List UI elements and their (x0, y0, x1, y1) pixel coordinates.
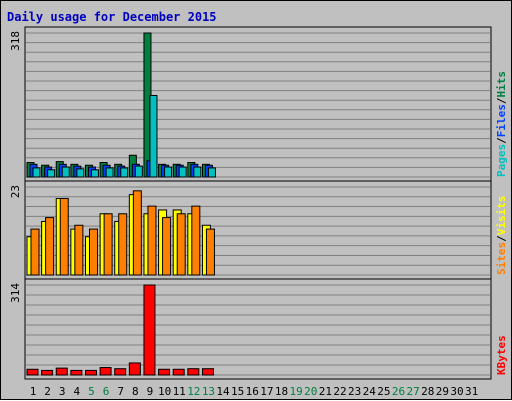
x-tick-label-day-13: 13 (202, 385, 215, 398)
legend-kbytes: KBytes (495, 335, 508, 375)
x-tick-label-day-3: 3 (59, 385, 66, 398)
x-tick-label-day-7: 7 (117, 385, 124, 398)
legend-separator: / (495, 97, 508, 104)
legend-separator: / (495, 235, 508, 242)
x-tick-label-day-4: 4 (74, 385, 81, 398)
bar-pages-day-9 (149, 94, 158, 178)
x-tick-label-day-8: 8 (132, 385, 139, 398)
bar-sites-day-8 (132, 190, 142, 276)
x-tick-label-day-31: 31 (465, 385, 478, 398)
bar-pages-day-1 (32, 167, 41, 178)
bar-sites-day-13 (205, 228, 215, 276)
bar-kbytes-day-7 (114, 368, 127, 376)
bar-sites-day-4 (74, 224, 84, 276)
bar-pages-day-13 (207, 167, 216, 178)
x-tick-label-day-1: 1 (30, 385, 37, 398)
bar-pages-day-11 (178, 166, 187, 178)
x-tick-label-day-14: 14 (216, 385, 230, 398)
bar-kbytes-day-8 (128, 362, 141, 376)
x-tick-label-day-28: 28 (421, 385, 434, 398)
x-tick-label-day-20: 20 (304, 385, 317, 398)
bar-pages-day-3 (61, 166, 70, 178)
bar-sites-day-5 (88, 228, 98, 276)
x-tick-label-day-19: 19 (290, 385, 303, 398)
x-tick-label-day-16: 16 (246, 385, 259, 398)
bar-kbytes-day-10 (158, 368, 171, 376)
x-tick-label-day-15: 15 (231, 385, 244, 398)
x-tick-label-day-29: 29 (436, 385, 449, 398)
x-tick-label-day-21: 21 (319, 385, 332, 398)
chart-title: Daily usage for December 2015 (7, 10, 217, 24)
bar-kbytes-day-13 (201, 368, 214, 376)
panel-visits-sites: 23 Sites/Visits (9, 180, 508, 280)
x-tick-label-day-10: 10 (158, 385, 171, 398)
bar-sites-day-6 (103, 213, 113, 276)
bar-kbytes-day-1 (26, 368, 39, 376)
bar-sites-day-10 (162, 217, 172, 276)
bar-kbytes-day-2 (41, 369, 54, 376)
y-max-label: 318 (9, 31, 22, 51)
legend-item-hits: Hits (495, 71, 508, 98)
bar-kbytes-day-9 (143, 284, 156, 376)
legend-separator: / (495, 137, 508, 144)
x-tick-label-day-9: 9 (147, 385, 154, 398)
bar-pages-day-12 (193, 166, 202, 178)
x-tick-label-day-22: 22 (333, 385, 346, 398)
bar-pages-day-2 (47, 169, 56, 178)
x-tick-label-day-27: 27 (406, 385, 419, 398)
legend-item-pages: Pages (495, 144, 508, 177)
bar-sites-day-9 (147, 205, 157, 276)
x-tick-label-day-23: 23 (348, 385, 361, 398)
x-tick-label-day-5: 5 (88, 385, 95, 398)
bar-kbytes-day-5 (84, 369, 97, 376)
x-tick-label-day-17: 17 (260, 385, 273, 398)
legend-hits-files-pages: Pages/Files/Hits (495, 71, 508, 177)
plot-area-kbytes (24, 278, 492, 380)
panel-kbytes: 314 KBytes (9, 278, 508, 380)
bar-pages-day-8 (134, 165, 143, 178)
x-tick-label-day-18: 18 (275, 385, 288, 398)
x-tick-label-day-26: 26 (392, 385, 405, 398)
legend-item-files: Files (495, 104, 508, 137)
x-tick-label-day-25: 25 (377, 385, 390, 398)
x-tick-label-day-24: 24 (363, 385, 377, 398)
x-tick-label-day-2: 2 (44, 385, 51, 398)
bar-sites-day-7 (118, 213, 128, 276)
bar-kbytes-day-12 (187, 368, 200, 376)
bar-pages-day-10 (164, 166, 173, 178)
bar-kbytes-day-11 (172, 368, 185, 376)
y-max-label: 314 (9, 283, 22, 303)
x-tick-label-day-30: 30 (450, 385, 463, 398)
bar-kbytes-day-4 (70, 369, 83, 376)
x-tick-label-day-11: 11 (173, 385, 186, 398)
bar-sites-day-1 (30, 228, 40, 276)
legend-item-visits: Visits (495, 196, 508, 236)
x-tick-label-day-12: 12 (187, 385, 200, 398)
bar-pages-day-5 (90, 169, 99, 178)
bar-kbytes-day-3 (55, 367, 68, 376)
bar-kbytes-day-6 (99, 367, 112, 376)
bar-pages-day-7 (120, 167, 129, 178)
legend-visits-sites: Sites/Visits (495, 196, 508, 276)
legend-item-sites: Sites (495, 242, 508, 275)
bar-sites-day-12 (191, 205, 201, 276)
bar-sites-day-11 (176, 213, 186, 276)
bar-pages-day-6 (105, 167, 114, 178)
bar-sites-day-3 (59, 197, 69, 276)
x-tick-label-day-6: 6 (103, 385, 110, 398)
legend-item-kbytes: KBytes (495, 335, 508, 375)
y-max-label: 23 (9, 185, 22, 198)
bar-sites-day-2 (45, 217, 55, 276)
bar-pages-day-4 (76, 168, 85, 178)
